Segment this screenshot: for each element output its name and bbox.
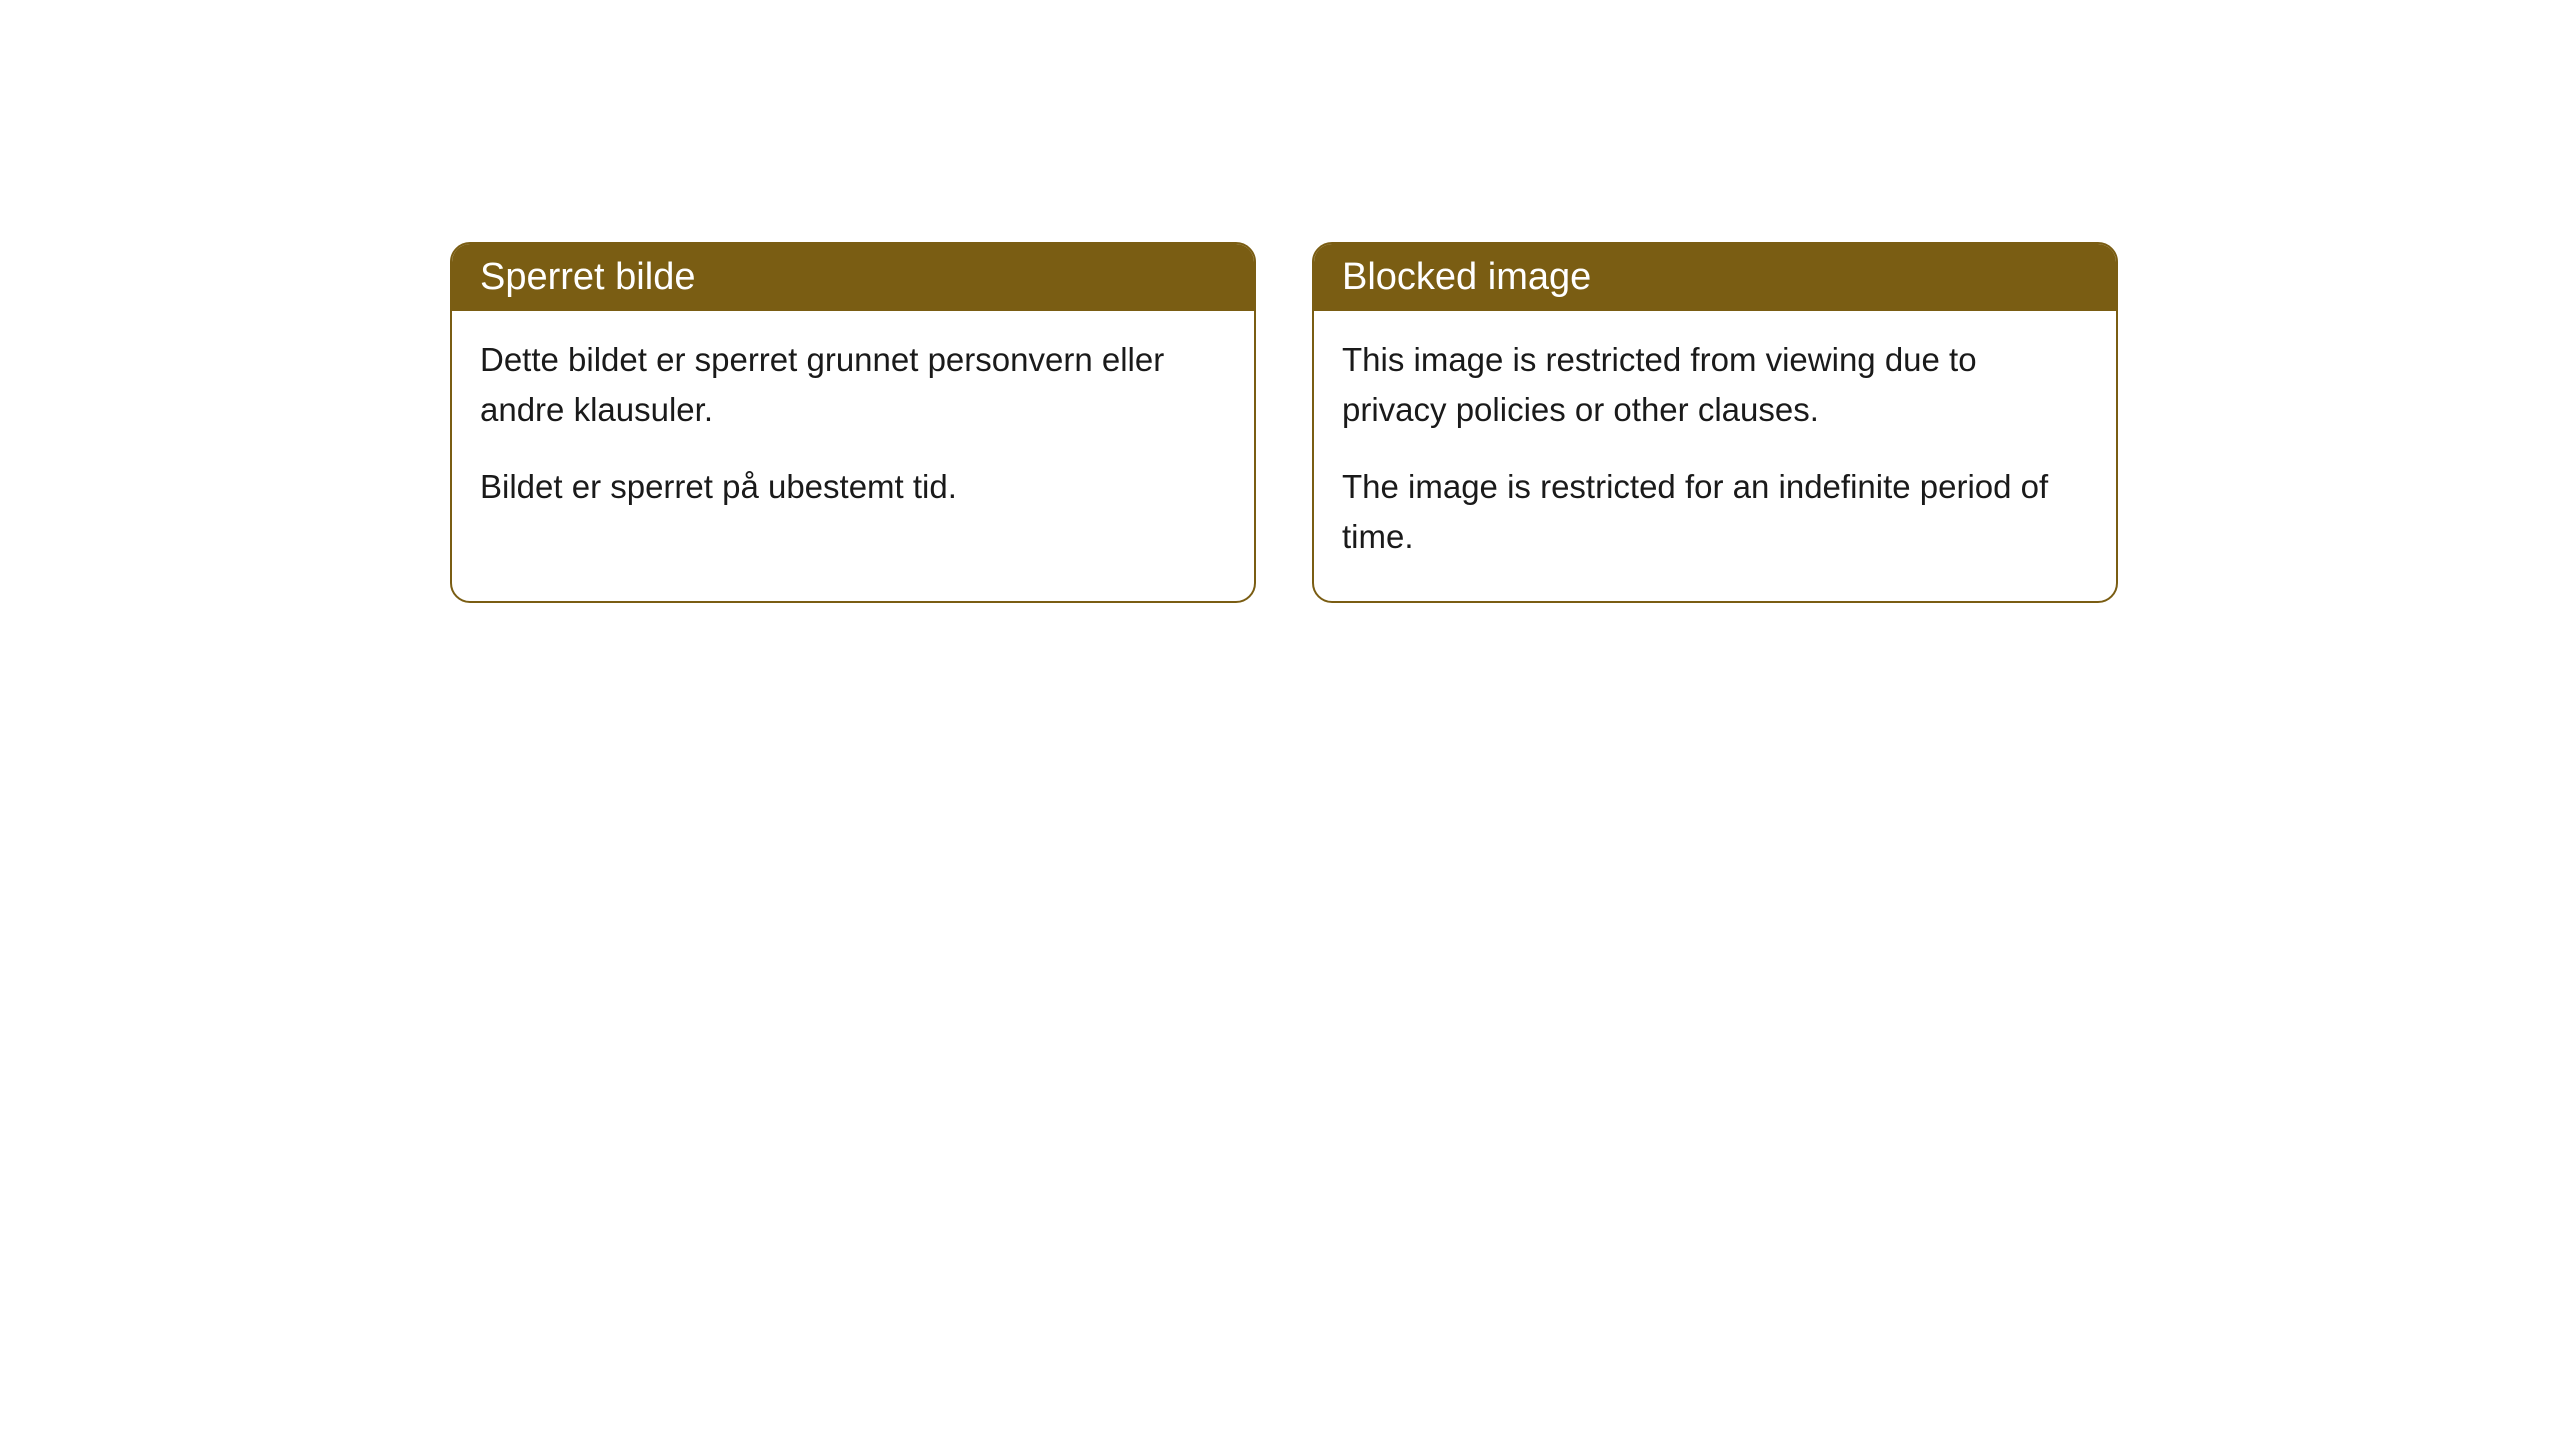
card-body-english: This image is restricted from viewing du… xyxy=(1314,311,2116,601)
card-norwegian: Sperret bilde Dette bildet er sperret gr… xyxy=(450,242,1256,603)
card-header-english: Blocked image xyxy=(1314,244,2116,311)
card-header-norwegian: Sperret bilde xyxy=(452,244,1254,311)
card-paragraph-2: Bildet er sperret på ubestemt tid. xyxy=(480,462,1226,512)
card-paragraph-1: This image is restricted from viewing du… xyxy=(1342,335,2088,434)
cards-container: Sperret bilde Dette bildet er sperret gr… xyxy=(450,242,2118,603)
card-title: Sperret bilde xyxy=(480,256,695,298)
card-paragraph-2: The image is restricted for an indefinit… xyxy=(1342,462,2088,561)
card-body-norwegian: Dette bildet er sperret grunnet personve… xyxy=(452,311,1254,552)
card-paragraph-1: Dette bildet er sperret grunnet personve… xyxy=(480,335,1226,434)
card-english: Blocked image This image is restricted f… xyxy=(1312,242,2118,603)
card-title: Blocked image xyxy=(1342,256,1591,298)
